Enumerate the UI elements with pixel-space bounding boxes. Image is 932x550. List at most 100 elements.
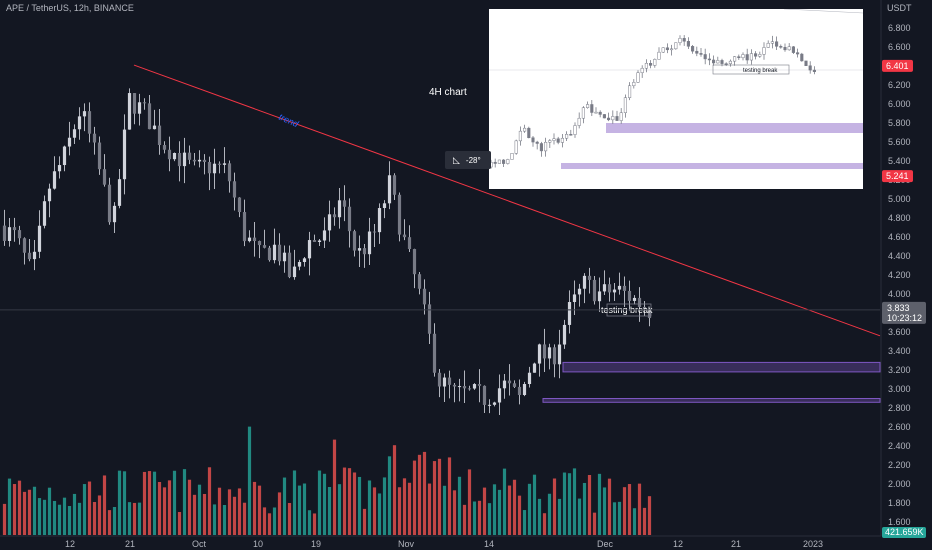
volume-bar [227, 489, 232, 535]
candle-body [252, 237, 257, 242]
inset-candle-body [703, 54, 707, 60]
time-tick-label: 14 [484, 539, 494, 549]
volume-bar [232, 496, 237, 535]
angle-label: -28° [465, 155, 481, 165]
inset-candle-body [544, 141, 548, 152]
volume-bar [222, 505, 227, 535]
candle-body [417, 274, 422, 289]
candle-body [507, 380, 512, 384]
price-tick-label: 6.000 [888, 99, 911, 109]
inset-candle-body [506, 159, 510, 164]
inset-title: 4H chart [429, 87, 467, 98]
volume-bar [27, 489, 32, 535]
volume-bar [67, 506, 72, 535]
candle-body [487, 404, 492, 406]
inset-candle-body [657, 51, 661, 60]
volume-bar [102, 475, 107, 535]
candle-body [537, 344, 542, 364]
candle-body [362, 248, 367, 255]
volume-bar [607, 478, 612, 535]
inset-candle-body [716, 60, 720, 64]
candle-body [192, 159, 197, 162]
volume-bar [117, 470, 122, 535]
angle-tool[interactable]: ◺ -28° [445, 151, 491, 169]
time-tick-label: 12 [673, 539, 683, 549]
volume-bar [297, 485, 302, 535]
candle-body [462, 386, 467, 389]
volume-bar [217, 487, 222, 535]
volume-bar [592, 512, 597, 535]
volume-bar [522, 510, 527, 535]
volume-badge [882, 527, 926, 538]
candle-body [17, 230, 22, 239]
time-tick-label: 12 [65, 539, 75, 549]
volume-bar [402, 478, 407, 535]
time-tick-label: 10 [253, 539, 263, 549]
candle-body [517, 386, 522, 396]
volume-bar [62, 497, 67, 535]
inset-candle-body [775, 41, 779, 47]
symbol-title: APE / TetherUS, 12h, BINANCE [6, 3, 134, 13]
candle-body [312, 240, 317, 242]
inset-candle-body [514, 140, 518, 154]
inset-candle-body [699, 53, 703, 55]
volume-bar [22, 491, 27, 535]
volume-bar [302, 483, 307, 535]
candle-body [22, 238, 27, 253]
inset-testing-break-label: testing break [743, 68, 778, 74]
candle-body [527, 372, 532, 385]
volume-bar [87, 481, 92, 535]
volume-bar [312, 513, 317, 535]
inset-candle-body [800, 53, 804, 62]
inset-candle-body [518, 130, 522, 142]
volume-bar [137, 502, 142, 535]
candle-body [492, 402, 497, 405]
candle-body [567, 302, 572, 325]
volume-bar [177, 512, 182, 535]
volume-bar [277, 492, 282, 535]
inset-candle-body [590, 104, 594, 113]
price-tick-label: 4.200 [888, 270, 911, 280]
inset-candle-body [691, 46, 695, 52]
volume-bar [417, 454, 422, 535]
inset-candle-body [791, 46, 795, 53]
candle-body [402, 234, 407, 238]
volume-bar [502, 468, 507, 535]
inset-candle-body [636, 72, 640, 83]
candle-body [217, 163, 222, 165]
inset-candle-body [728, 60, 732, 64]
inset-candle-body [527, 127, 531, 138]
volume-bar [512, 479, 517, 535]
inset-candle-body [812, 69, 816, 72]
candle-body [532, 363, 537, 373]
volume-bar [197, 484, 202, 535]
candle-body [202, 159, 207, 162]
candle-body [87, 111, 92, 134]
volume-bar [97, 495, 102, 535]
trend-label: trend [277, 112, 301, 130]
volume-bar [382, 477, 387, 535]
candle-body [162, 145, 167, 150]
volume-bar [602, 487, 607, 535]
inset-zone-lower [561, 163, 863, 169]
inset-candle-body [695, 50, 699, 54]
price-tick-label: 5.800 [888, 118, 911, 128]
candle-body [392, 175, 397, 195]
candle-body [367, 231, 372, 255]
volume-bar [497, 489, 502, 535]
candle-body [377, 208, 382, 233]
badge-mid-text: 5.241 [886, 171, 909, 181]
inset-candle-body [573, 125, 577, 135]
inset-candle-body [560, 137, 564, 143]
inset-candle-body [754, 53, 758, 57]
volume-bar [112, 507, 117, 535]
inset-candle-body [556, 138, 560, 143]
candle-body [407, 237, 412, 250]
candle-body [272, 244, 277, 261]
volume-bar [72, 493, 77, 535]
candle-body [422, 288, 427, 305]
volume-bar [407, 482, 412, 535]
volume-bar [32, 486, 37, 535]
inset-candle-body [502, 159, 506, 164]
